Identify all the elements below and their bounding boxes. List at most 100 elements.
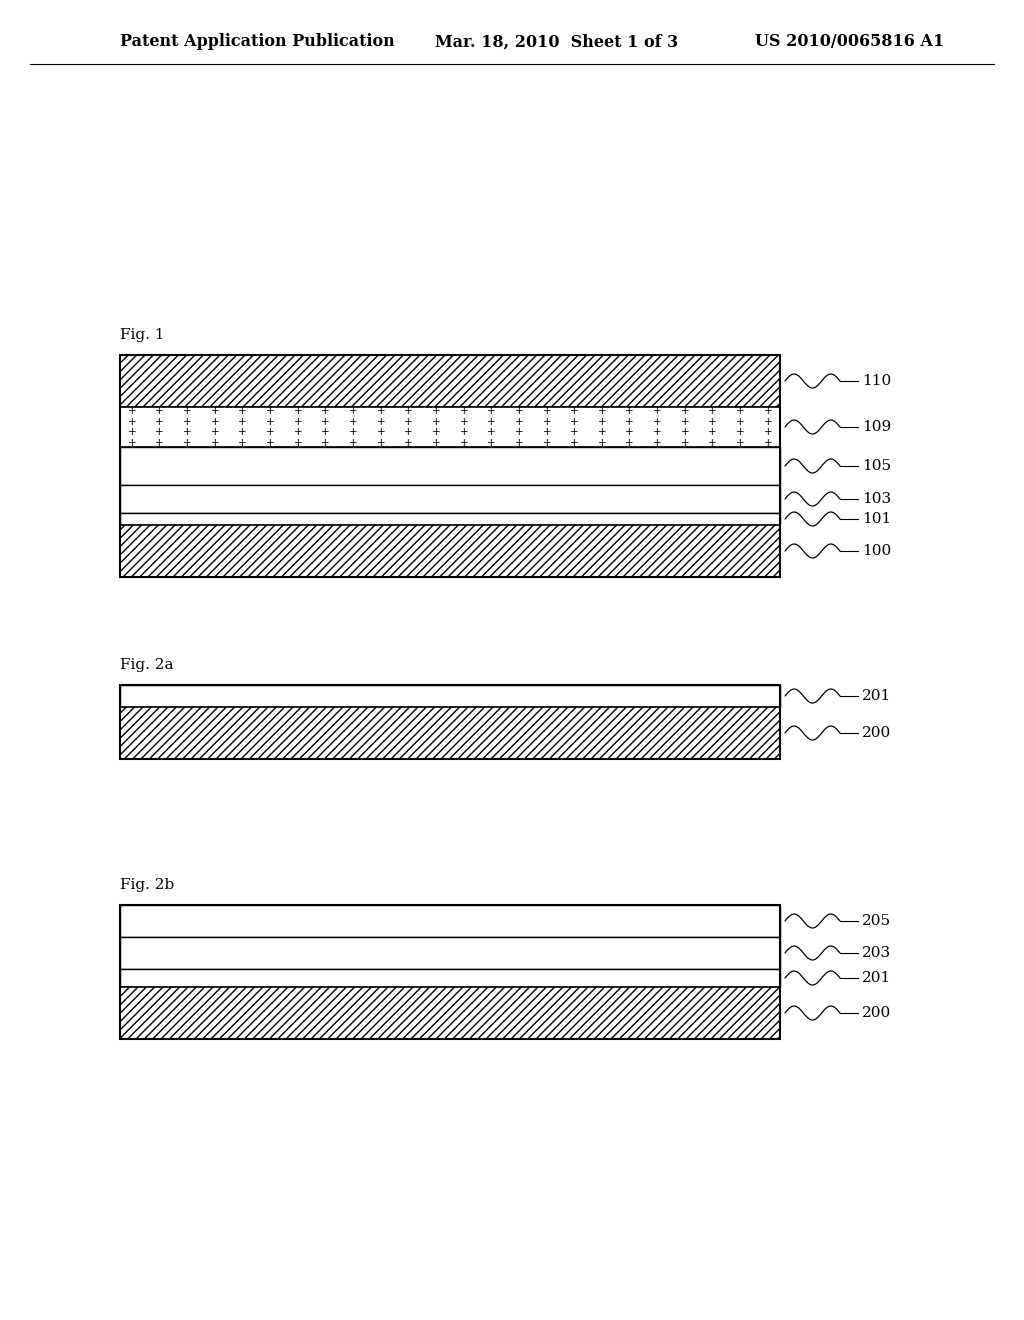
Text: +: +	[460, 407, 468, 416]
Text: +: +	[322, 428, 330, 437]
Text: +: +	[211, 428, 219, 437]
Text: +: +	[239, 428, 247, 437]
Bar	[120, 355, 780, 577]
Text: 103: 103	[862, 492, 891, 506]
Text: +: +	[322, 438, 330, 447]
Text: +: +	[156, 417, 164, 426]
Text: 205: 205	[862, 913, 891, 928]
Text: Fig. 2b: Fig. 2b	[120, 878, 174, 892]
Text: +: +	[598, 417, 606, 426]
Text: +: +	[515, 428, 523, 437]
Text: +: +	[543, 417, 551, 426]
Text: +: +	[598, 407, 606, 416]
Text: +: +	[156, 438, 164, 447]
Text: +: +	[681, 407, 689, 416]
Text: +: +	[653, 428, 662, 437]
Text: +: +	[266, 417, 274, 426]
Bar	[120, 513, 780, 525]
Text: +: +	[239, 417, 247, 426]
Bar	[120, 355, 780, 407]
Text: 201: 201	[862, 689, 891, 704]
Text: +: +	[736, 438, 744, 447]
Text: +: +	[294, 428, 302, 437]
Text: +: +	[266, 428, 274, 437]
Text: +: +	[211, 438, 219, 447]
Text: +: +	[626, 417, 634, 426]
Text: Mar. 18, 2010  Sheet 1 of 3: Mar. 18, 2010 Sheet 1 of 3	[435, 33, 678, 50]
Text: +: +	[626, 407, 634, 416]
Text: +: +	[736, 417, 744, 426]
Text: +: +	[543, 438, 551, 447]
Text: +: +	[653, 417, 662, 426]
Text: 200: 200	[862, 726, 891, 741]
Text: +: +	[709, 417, 717, 426]
Bar	[120, 708, 780, 759]
Text: +: +	[377, 417, 385, 426]
Text: +: +	[377, 407, 385, 416]
Text: +: +	[349, 438, 357, 447]
Bar	[120, 685, 780, 759]
Text: +: +	[460, 428, 468, 437]
Text: +: +	[211, 417, 219, 426]
Text: +: +	[460, 438, 468, 447]
Text: +: +	[570, 428, 579, 437]
Text: +: +	[211, 407, 219, 416]
Text: +: +	[432, 417, 440, 426]
Text: +: +	[432, 428, 440, 437]
Text: +: +	[432, 438, 440, 447]
Text: +: +	[626, 428, 634, 437]
Text: 101: 101	[862, 512, 891, 525]
Text: +: +	[322, 417, 330, 426]
Text: +: +	[239, 407, 247, 416]
Text: +: +	[543, 428, 551, 437]
Text: +: +	[487, 407, 496, 416]
Text: 100: 100	[862, 544, 891, 558]
Text: +: +	[764, 417, 772, 426]
Text: +: +	[294, 438, 302, 447]
Bar	[120, 987, 780, 1039]
Bar	[120, 525, 780, 577]
Text: +: +	[322, 407, 330, 416]
Text: +: +	[681, 428, 689, 437]
Text: +: +	[764, 407, 772, 416]
Text: Patent Application Publication: Patent Application Publication	[120, 33, 394, 50]
Text: +: +	[709, 438, 717, 447]
Text: +: +	[653, 438, 662, 447]
Bar	[120, 484, 780, 513]
Text: 200: 200	[862, 1006, 891, 1020]
Text: +: +	[653, 407, 662, 416]
Text: +: +	[183, 407, 191, 416]
Text: +: +	[709, 428, 717, 437]
Bar	[120, 906, 780, 1039]
Text: US 2010/0065816 A1: US 2010/0065816 A1	[755, 33, 944, 50]
Text: +: +	[294, 407, 302, 416]
Text: 110: 110	[862, 374, 891, 388]
Bar	[120, 906, 780, 937]
Text: +: +	[736, 407, 744, 416]
Text: +: +	[543, 407, 551, 416]
Text: +: +	[764, 438, 772, 447]
Text: +: +	[239, 438, 247, 447]
Text: 105: 105	[862, 459, 891, 473]
Text: +: +	[349, 417, 357, 426]
Text: +: +	[156, 428, 164, 437]
Text: +: +	[487, 428, 496, 437]
Text: +: +	[128, 428, 136, 437]
Text: +: +	[626, 438, 634, 447]
Text: 109: 109	[862, 420, 891, 434]
Text: +: +	[570, 417, 579, 426]
Text: +: +	[460, 417, 468, 426]
Text: +: +	[294, 417, 302, 426]
Text: +: +	[709, 407, 717, 416]
Text: +: +	[432, 407, 440, 416]
Text: +: +	[598, 438, 606, 447]
Text: +: +	[404, 438, 413, 447]
Text: +: +	[349, 428, 357, 437]
Bar	[120, 937, 780, 969]
Text: +: +	[128, 438, 136, 447]
Text: +: +	[570, 438, 579, 447]
Text: +: +	[404, 417, 413, 426]
Bar	[120, 447, 780, 484]
Text: +: +	[487, 438, 496, 447]
Text: +: +	[764, 428, 772, 437]
